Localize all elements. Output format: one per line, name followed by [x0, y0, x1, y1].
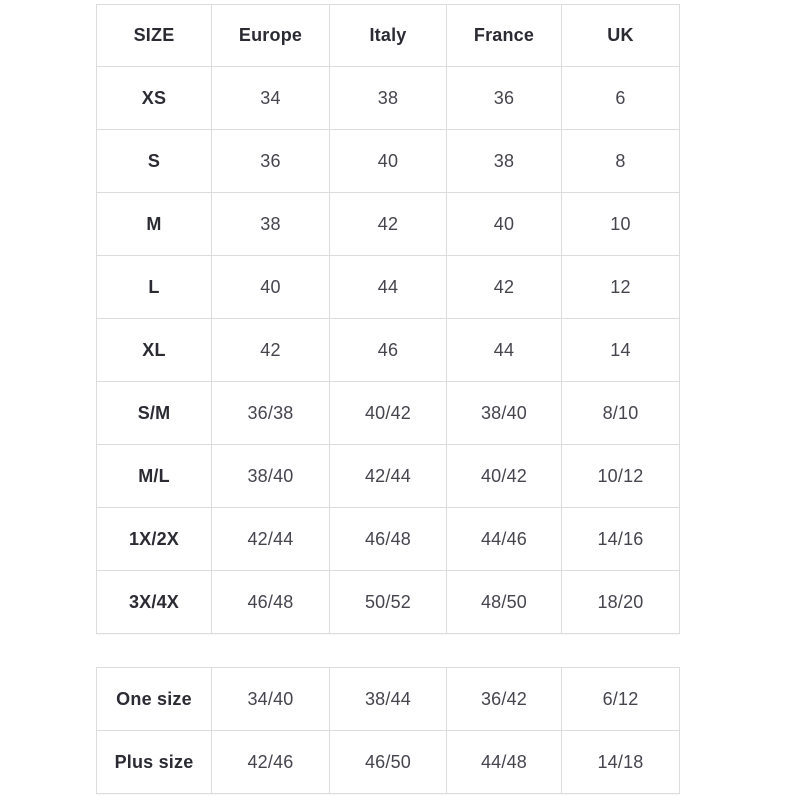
table-row-s: S 36 40 38 8 — [96, 129, 680, 193]
table-row-plus-size: Plus size 42/46 46/50 44/48 14/18 — [96, 730, 680, 794]
value-cell: 36 — [211, 129, 330, 193]
column-header-uk: UK — [561, 4, 680, 67]
column-header-france: France — [446, 4, 562, 67]
table-row-xs: XS 34 38 36 6 — [96, 66, 680, 130]
value-cell: 46 — [329, 318, 447, 382]
column-header-size: SIZE — [96, 4, 212, 67]
value-cell: 42 — [446, 255, 562, 319]
value-cell: 36/42 — [446, 667, 562, 731]
special-sizes-table: One size 34/40 38/44 36/42 6/12 Plus siz… — [96, 667, 680, 794]
table-row-3x-4x: 3X/4X 46/48 50/52 48/50 18/20 — [96, 570, 680, 634]
table-row-xl: XL 42 46 44 14 — [96, 318, 680, 382]
value-cell: 44/48 — [446, 730, 562, 794]
value-cell: 44 — [446, 318, 562, 382]
value-cell: 34 — [211, 66, 330, 130]
value-cell: 8 — [561, 129, 680, 193]
value-cell: 38 — [446, 129, 562, 193]
value-cell: 6 — [561, 66, 680, 130]
row-label-3x-4x: 3X/4X — [96, 570, 212, 634]
value-cell: 36/38 — [211, 381, 330, 445]
row-label-m: M — [96, 192, 212, 256]
value-cell: 46/50 — [329, 730, 447, 794]
value-cell: 44/46 — [446, 507, 562, 571]
row-label-s-m: S/M — [96, 381, 212, 445]
value-cell: 14 — [561, 318, 680, 382]
value-cell: 6/12 — [561, 667, 680, 731]
value-cell: 38/44 — [329, 667, 447, 731]
column-header-italy: Italy — [329, 4, 447, 67]
value-cell: 46/48 — [211, 570, 330, 634]
table-row-m-l: M/L 38/40 42/44 40/42 10/12 — [96, 444, 680, 508]
table-row-one-size: One size 34/40 38/44 36/42 6/12 — [96, 667, 680, 731]
value-cell: 14/16 — [561, 507, 680, 571]
value-cell: 48/50 — [446, 570, 562, 634]
value-cell: 42/44 — [211, 507, 330, 571]
value-cell: 42/44 — [329, 444, 447, 508]
row-label-1x-2x: 1X/2X — [96, 507, 212, 571]
size-conversion-table: SIZE Europe Italy France UK XS 34 38 36 … — [96, 4, 680, 634]
row-label-plus-size: Plus size — [96, 730, 212, 794]
value-cell: 38 — [211, 192, 330, 256]
value-cell: 36 — [446, 66, 562, 130]
table-row-l: L 40 44 42 12 — [96, 255, 680, 319]
value-cell: 18/20 — [561, 570, 680, 634]
value-cell: 50/52 — [329, 570, 447, 634]
table-row-1x-2x: 1X/2X 42/44 46/48 44/46 14/16 — [96, 507, 680, 571]
row-label-s: S — [96, 129, 212, 193]
value-cell: 10 — [561, 192, 680, 256]
value-cell: 40 — [329, 129, 447, 193]
value-cell: 44 — [329, 255, 447, 319]
value-cell: 12 — [561, 255, 680, 319]
column-header-europe: Europe — [211, 4, 330, 67]
row-label-one-size: One size — [96, 667, 212, 731]
table-row-s-m: S/M 36/38 40/42 38/40 8/10 — [96, 381, 680, 445]
value-cell: 40 — [211, 255, 330, 319]
value-cell: 8/10 — [561, 381, 680, 445]
value-cell: 42 — [329, 192, 447, 256]
value-cell: 10/12 — [561, 444, 680, 508]
table-row-m: M 38 42 40 10 — [96, 192, 680, 256]
row-label-xs: XS — [96, 66, 212, 130]
row-label-xl: XL — [96, 318, 212, 382]
value-cell: 46/48 — [329, 507, 447, 571]
value-cell: 42 — [211, 318, 330, 382]
value-cell: 40/42 — [446, 444, 562, 508]
value-cell: 42/46 — [211, 730, 330, 794]
value-cell: 38/40 — [211, 444, 330, 508]
value-cell: 40/42 — [329, 381, 447, 445]
row-label-m-l: M/L — [96, 444, 212, 508]
table-header-row: SIZE Europe Italy France UK — [96, 4, 680, 67]
value-cell: 38 — [329, 66, 447, 130]
value-cell: 38/40 — [446, 381, 562, 445]
row-label-l: L — [96, 255, 212, 319]
value-cell: 14/18 — [561, 730, 680, 794]
value-cell: 40 — [446, 192, 562, 256]
value-cell: 34/40 — [211, 667, 330, 731]
